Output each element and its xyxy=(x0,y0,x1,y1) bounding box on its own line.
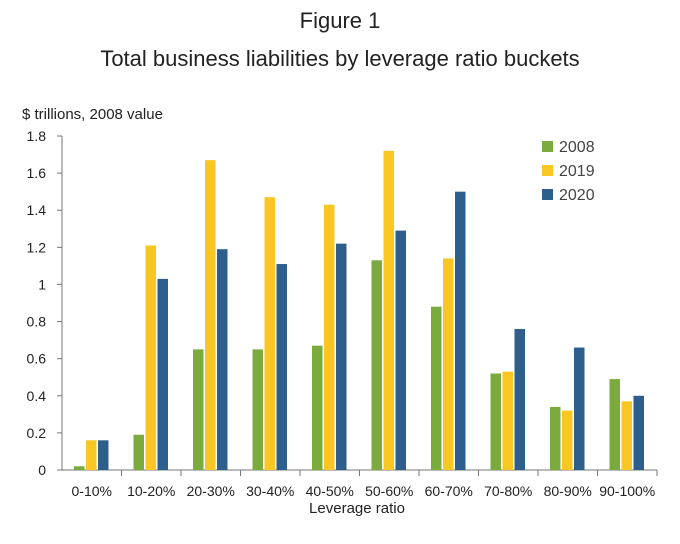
bar-2020-0-10% xyxy=(98,440,109,470)
bar-2008-10-20% xyxy=(133,434,144,470)
bar-2019-40-50% xyxy=(324,204,335,470)
bar-2020-10-20% xyxy=(157,278,168,470)
y-axis-title: $ trillions, 2008 value xyxy=(22,106,163,123)
chart-title: Total business liabilities by leverage r… xyxy=(100,46,580,71)
x-tick-label: 0-10% xyxy=(72,483,112,499)
bar-2019-0-10% xyxy=(86,440,97,470)
bar-2020-70-80% xyxy=(514,328,525,470)
bar-2019-50-60% xyxy=(383,150,394,470)
bar-2008-70-80% xyxy=(490,373,501,470)
legend-swatch-2008 xyxy=(542,141,553,152)
bar-2020-40-50% xyxy=(336,243,347,470)
y-tick-label: 1.2 xyxy=(27,239,47,255)
legend-label-2020: 2020 xyxy=(559,187,595,204)
y-tick-label: 1 xyxy=(38,276,46,292)
y-tick-label: 1.6 xyxy=(27,165,47,181)
bar-2020-20-30% xyxy=(217,249,228,470)
bar-2020-50-60% xyxy=(395,230,406,470)
bar-2020-80-90% xyxy=(574,347,585,470)
x-axis-title: Leverage ratio xyxy=(309,500,405,517)
bar-2019-80-90% xyxy=(562,410,573,470)
y-tick-label: 0 xyxy=(38,462,46,478)
x-tick-label: 30-40% xyxy=(246,483,294,499)
x-tick-label: 60-70% xyxy=(425,483,473,499)
x-tick-label: 40-50% xyxy=(306,483,354,499)
bar-2019-60-70% xyxy=(443,258,454,470)
bar-2019-30-40% xyxy=(264,197,275,470)
x-tick-label: 70-80% xyxy=(484,483,532,499)
bar-2020-30-40% xyxy=(276,264,287,470)
bar-2020-90-100% xyxy=(633,395,644,470)
bar-2008-50-60% xyxy=(371,260,382,470)
y-tick-label: 0.4 xyxy=(27,388,47,404)
x-tick-label: 50-60% xyxy=(365,483,413,499)
legend-swatch-2020 xyxy=(542,189,553,200)
x-tick-label: 80-90% xyxy=(544,483,592,499)
legend-label-2008: 2008 xyxy=(559,139,595,156)
figure-label: Figure 1 xyxy=(299,8,381,33)
bar-2008-90-100% xyxy=(609,379,620,470)
bar-2008-60-70% xyxy=(431,306,442,470)
bar-2019-10-20% xyxy=(145,245,156,470)
x-tick-label: 90-100% xyxy=(599,483,655,499)
y-tick-label: 1.8 xyxy=(27,128,47,144)
bar-2008-20-30% xyxy=(193,349,204,470)
bar-2020-60-70% xyxy=(455,191,466,470)
legend-label-2019: 2019 xyxy=(559,163,595,180)
y-tick-label: 0.8 xyxy=(27,314,47,330)
x-tick-label: 20-30% xyxy=(187,483,235,499)
bar-2019-20-30% xyxy=(205,160,216,470)
bar-2019-90-100% xyxy=(621,401,632,470)
y-tick-label: 1.4 xyxy=(27,202,47,218)
bar-2008-40-50% xyxy=(312,345,323,470)
y-tick-label: 0.6 xyxy=(27,351,47,367)
bar-2008-30-40% xyxy=(252,349,263,470)
legend-swatch-2019 xyxy=(542,165,553,176)
bar-2008-80-90% xyxy=(550,406,561,470)
bar-2008-0-10% xyxy=(74,466,85,470)
bar-2019-70-80% xyxy=(502,371,513,470)
y-tick-label: 0.2 xyxy=(27,425,47,441)
x-tick-label: 10-20% xyxy=(127,483,175,499)
